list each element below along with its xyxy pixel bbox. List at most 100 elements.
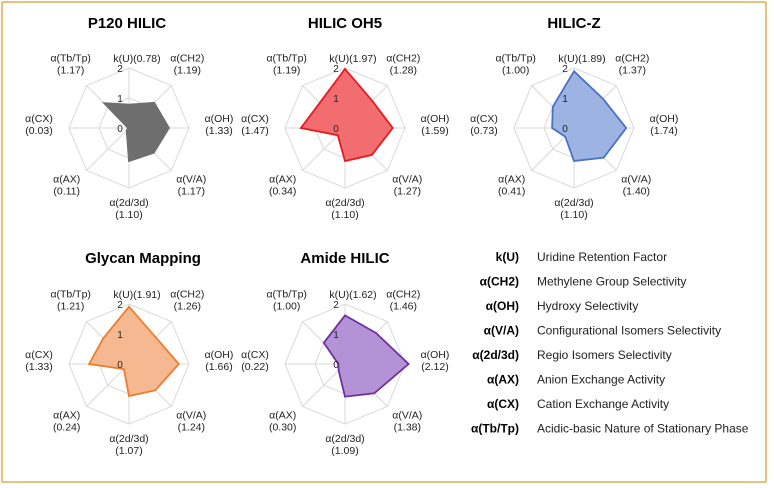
- axis-label-line: (1.38): [394, 421, 421, 433]
- axis-label-line: (1.37): [619, 65, 646, 77]
- tick-label: 1: [562, 94, 568, 105]
- axis-label-line: α(OH): [205, 113, 234, 125]
- axis-label-line: (1.17): [57, 65, 84, 77]
- axis-label-line: k(U)(0.78): [113, 53, 160, 65]
- axis-label-line: (1.33): [25, 361, 52, 373]
- legend-key: α(2d/3d): [472, 348, 519, 362]
- axis-label-line: α(V/A): [176, 173, 206, 185]
- axis-label-line: (1.46): [390, 301, 417, 313]
- axis-label-line: α(CH2): [386, 289, 420, 301]
- legend-key: α(V/A): [484, 324, 519, 338]
- axis-label-line: (0.11): [53, 185, 80, 197]
- axis-label-line: α(2d/3d): [109, 197, 148, 209]
- axis-label-line: (1.33): [205, 125, 232, 137]
- axis-label-line: α(CX): [25, 349, 53, 361]
- axis-label-line: α(CH2): [386, 53, 420, 65]
- axis-label-line: α(AX): [53, 409, 80, 421]
- axis-label-line: (1.26): [174, 301, 201, 313]
- axis-label-line: (1.66): [205, 361, 232, 373]
- data-series-area: [551, 69, 628, 162]
- axis-label-line: α(Tb/Tp): [266, 53, 307, 65]
- axis-label: α(CX) (0.73): [470, 113, 498, 137]
- tick-label: 0: [117, 124, 123, 135]
- axis-label-line: α(V/A): [392, 173, 422, 185]
- axis-label: k(U)(0.78): [113, 53, 160, 65]
- axis-label-line: (1.17): [178, 185, 205, 197]
- axis-label-line: (0.73): [470, 125, 497, 137]
- axis-label: α(AX) (0.41): [498, 173, 525, 197]
- radar-chart-5: Amide HILIC 0 1 2k(U)(1.62) α(CH2) (1.46) α(OH…: [241, 250, 449, 457]
- axis-label: α(CX) (1.47): [241, 113, 269, 137]
- axis-label-line: α(CH2): [170, 53, 204, 65]
- axis-label-line: k(U)(1.89): [558, 53, 605, 65]
- axis-label-line: α(CH2): [615, 53, 649, 65]
- axis-label-line: α(2d/3d): [325, 433, 364, 445]
- legend-key: α(CX): [487, 397, 519, 411]
- tick-label: 0: [562, 124, 568, 135]
- axis-label-line: k(U)(1.97): [329, 53, 376, 65]
- axis-label-line: α(V/A): [392, 409, 422, 421]
- axis-label-line: (1.47): [241, 125, 268, 137]
- axis-label: α(OH) (1.59): [421, 113, 450, 137]
- axis-label-line: α(2d/3d): [109, 433, 148, 445]
- legend-key: α(OH): [486, 299, 519, 313]
- axis-label-line: α(CX): [470, 113, 498, 125]
- axis-label: k(U)(1.91): [113, 289, 160, 301]
- legend-key: α(AX): [487, 373, 519, 387]
- tick-label: 2: [117, 300, 123, 311]
- legend-description: Regio Isomers Selectivity: [537, 348, 672, 362]
- tick-label: 1: [117, 94, 123, 105]
- axis-label-line: α(V/A): [176, 409, 206, 421]
- axis-label-line: (0.34): [269, 185, 296, 197]
- legend-description: Hydroxy Selectivity: [537, 299, 638, 313]
- axis-label-line: (1.10): [560, 209, 587, 221]
- axis-label: α(2d/3d) (1.10): [109, 197, 148, 221]
- axis-label: k(U)(1.89): [558, 53, 605, 65]
- axis-label-line: (1.10): [115, 209, 142, 221]
- axis-label-line: k(U)(1.62): [329, 289, 376, 301]
- axis-label: α(Tb/Tp) (1.19): [266, 53, 307, 77]
- axis-label: α(CH2) (1.19): [170, 53, 204, 77]
- axis-label-line: (1.28): [390, 65, 417, 77]
- axis-label-line: α(OH): [421, 113, 450, 125]
- legend-key: k(U): [496, 250, 519, 264]
- axis-label-line: α(OH): [205, 349, 234, 361]
- axis-label-line: (1.00): [502, 65, 529, 77]
- axis-label-line: (1.40): [623, 185, 650, 197]
- axis-label-line: α(2d/3d): [554, 197, 593, 209]
- axis-label: α(V/A) (1.17): [176, 173, 206, 197]
- axis-label-line: k(U)(1.91): [113, 289, 160, 301]
- axis-label: α(CH2) (1.28): [386, 53, 420, 77]
- legend-key: α(CH2): [480, 275, 519, 289]
- axis-label-line: α(AX): [53, 173, 80, 185]
- axis-label-line: α(V/A): [621, 173, 651, 185]
- axis-label: α(V/A) (1.24): [176, 409, 206, 433]
- axis-label-line: α(Tb/Tp): [495, 53, 536, 65]
- axis-label: α(V/A) (1.40): [621, 173, 651, 197]
- data-series-area: [101, 101, 170, 163]
- axis-label-line: (1.59): [421, 125, 448, 137]
- axis-label: α(AX) (0.24): [53, 409, 80, 433]
- axis-label-line: α(CH2): [170, 289, 204, 301]
- grid-spoke: [86, 127, 130, 171]
- axis-label-line: α(AX): [498, 173, 525, 185]
- axis-label-line: (1.27): [394, 185, 421, 197]
- axis-label: k(U)(1.62): [329, 289, 376, 301]
- data-series-area: [299, 67, 394, 163]
- axis-label: α(AX) (0.30): [269, 409, 296, 433]
- tick-label: 1: [117, 330, 123, 341]
- axis-label-line: (0.30): [269, 421, 296, 433]
- legend-key: α(Tb/Tp): [471, 422, 519, 436]
- axis-label: α(CX) (1.33): [25, 349, 53, 373]
- axis-label: α(2d/3d) (1.07): [109, 433, 148, 457]
- tick-label: 2: [333, 300, 339, 311]
- axis-label-line: α(AX): [269, 173, 296, 185]
- axis-label: α(V/A) (1.38): [392, 409, 422, 433]
- axis-label-line: (1.07): [115, 445, 142, 457]
- data-series-area: [322, 314, 410, 398]
- data-series-area: [87, 305, 180, 398]
